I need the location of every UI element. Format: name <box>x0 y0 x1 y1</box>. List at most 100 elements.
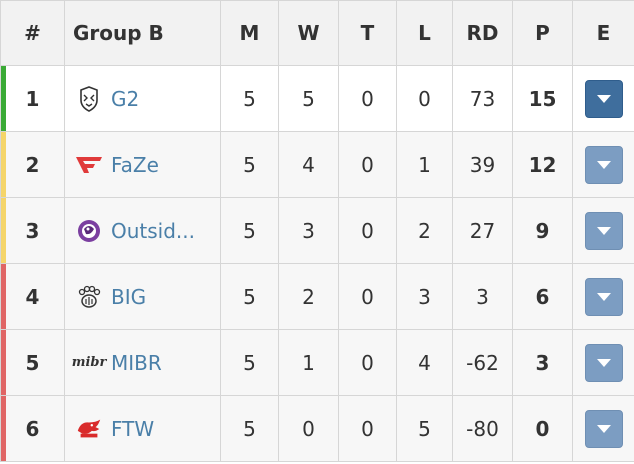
expand-cell <box>572 395 634 462</box>
eliminated-stripe <box>1 330 6 395</box>
round-diff-cell: -62 <box>452 329 513 396</box>
expand-button[interactable] <box>584 211 623 250</box>
rank-value: 3 <box>25 218 40 243</box>
expand-cell <box>572 263 634 330</box>
expand-cell <box>572 65 634 132</box>
team-link-ftw[interactable]: FTW <box>111 416 155 441</box>
matches-cell: 5 <box>220 197 279 264</box>
team-link-mibr[interactable]: MIBR <box>111 350 162 375</box>
chevron-down-icon <box>596 94 611 103</box>
matches-cell: 5 <box>220 263 279 330</box>
rank-cell: 6 <box>0 395 65 462</box>
header-wins: W <box>278 0 339 66</box>
rank-cell: 3 <box>0 197 65 264</box>
round-diff-cell: 39 <box>452 131 513 198</box>
rank-value: 2 <box>25 152 40 177</box>
expand-button[interactable] <box>584 409 623 448</box>
expand-button[interactable] <box>584 145 623 184</box>
round-diff-cell: 3 <box>452 263 513 330</box>
faze-logo-icon <box>75 151 103 179</box>
table-row: 6 FTW 5 0 0 5 -80 0 <box>0 395 634 462</box>
team-link-big[interactable]: BIG <box>111 284 147 309</box>
losses-cell: 2 <box>396 197 453 264</box>
table-row: 2 FaZe 5 4 0 1 39 12 <box>0 131 634 198</box>
rank-cell: 2 <box>0 131 65 198</box>
losses-cell: 0 <box>396 65 453 132</box>
rank-value: 1 <box>25 86 40 111</box>
team-cell: G2 <box>64 65 221 132</box>
playoff-stripe <box>1 198 6 263</box>
losses-cell: 4 <box>396 329 453 396</box>
points-cell: 9 <box>512 197 573 264</box>
points-cell: 15 <box>512 65 573 132</box>
points-cell: 3 <box>512 329 573 396</box>
matches-cell: 5 <box>220 395 279 462</box>
header-group: Group B <box>64 0 221 66</box>
ties-cell: 0 <box>338 263 397 330</box>
matches-cell: 5 <box>220 329 279 396</box>
eliminated-stripe <box>1 264 6 329</box>
wins-cell: 3 <box>278 197 339 264</box>
team-cell: Outsid... <box>64 197 221 264</box>
chevron-down-icon <box>596 160 611 169</box>
round-diff-cell: 27 <box>452 197 513 264</box>
rank-value: 4 <box>25 284 40 309</box>
team-link-faze[interactable]: FaZe <box>111 152 159 177</box>
expand-cell <box>572 329 634 396</box>
round-diff-cell: -80 <box>452 395 513 462</box>
team-cell: FTW <box>64 395 221 462</box>
wins-cell: 5 <box>278 65 339 132</box>
wins-cell: 1 <box>278 329 339 396</box>
g2-logo-icon <box>75 85 103 113</box>
header-ties: T <box>338 0 397 66</box>
matches-cell: 5 <box>220 65 279 132</box>
expand-button[interactable] <box>584 343 623 382</box>
losses-cell: 1 <box>396 131 453 198</box>
table-row: 4 BIG 5 <box>0 263 634 330</box>
ties-cell: 0 <box>338 65 397 132</box>
header-expand: E <box>572 0 634 66</box>
header-points: P <box>512 0 573 66</box>
expand-button[interactable] <box>584 79 623 118</box>
expand-cell <box>572 131 634 198</box>
losses-cell: 5 <box>396 395 453 462</box>
chevron-down-icon <box>596 358 611 367</box>
wins-cell: 2 <box>278 263 339 330</box>
header-rank: # <box>0 0 65 66</box>
matches-cell: 5 <box>220 131 279 198</box>
chevron-down-icon <box>596 424 611 433</box>
header-matches: M <box>220 0 279 66</box>
rank-value: 5 <box>25 350 40 375</box>
expand-cell <box>572 197 634 264</box>
header-round-diff: RD <box>452 0 513 66</box>
ties-cell: 0 <box>338 329 397 396</box>
points-cell: 6 <box>512 263 573 330</box>
team-link-g2[interactable]: G2 <box>111 86 140 111</box>
playoff-stripe <box>1 132 6 197</box>
big-logo-icon <box>75 283 103 311</box>
table-row: 5 mibr MIBR 5 1 0 4 -62 3 <box>0 329 634 396</box>
table-row: 3 Outsid... 5 3 0 2 <box>0 197 634 264</box>
wins-cell: 4 <box>278 131 339 198</box>
table-row: 1 G2 5 5 0 0 73 15 <box>0 65 634 132</box>
qualified-stripe <box>1 66 6 131</box>
team-link-outsiders[interactable]: Outsid... <box>111 218 196 243</box>
header-losses: L <box>396 0 453 66</box>
rank-cell: 4 <box>0 263 65 330</box>
rank-value: 6 <box>25 416 40 441</box>
round-diff-cell: 73 <box>452 65 513 132</box>
points-cell: 12 <box>512 131 573 198</box>
chevron-down-icon <box>596 292 611 301</box>
expand-button[interactable] <box>584 277 623 316</box>
outsiders-logo-icon <box>75 217 103 245</box>
team-cell: BIG <box>64 263 221 330</box>
ftw-logo-icon <box>75 415 103 443</box>
team-cell: mibr MIBR <box>64 329 221 396</box>
ties-cell: 0 <box>338 197 397 264</box>
wins-cell: 0 <box>278 395 339 462</box>
eliminated-stripe <box>1 396 6 461</box>
mibr-logo-icon: mibr <box>72 349 107 377</box>
ties-cell: 0 <box>338 131 397 198</box>
chevron-down-icon <box>596 226 611 235</box>
